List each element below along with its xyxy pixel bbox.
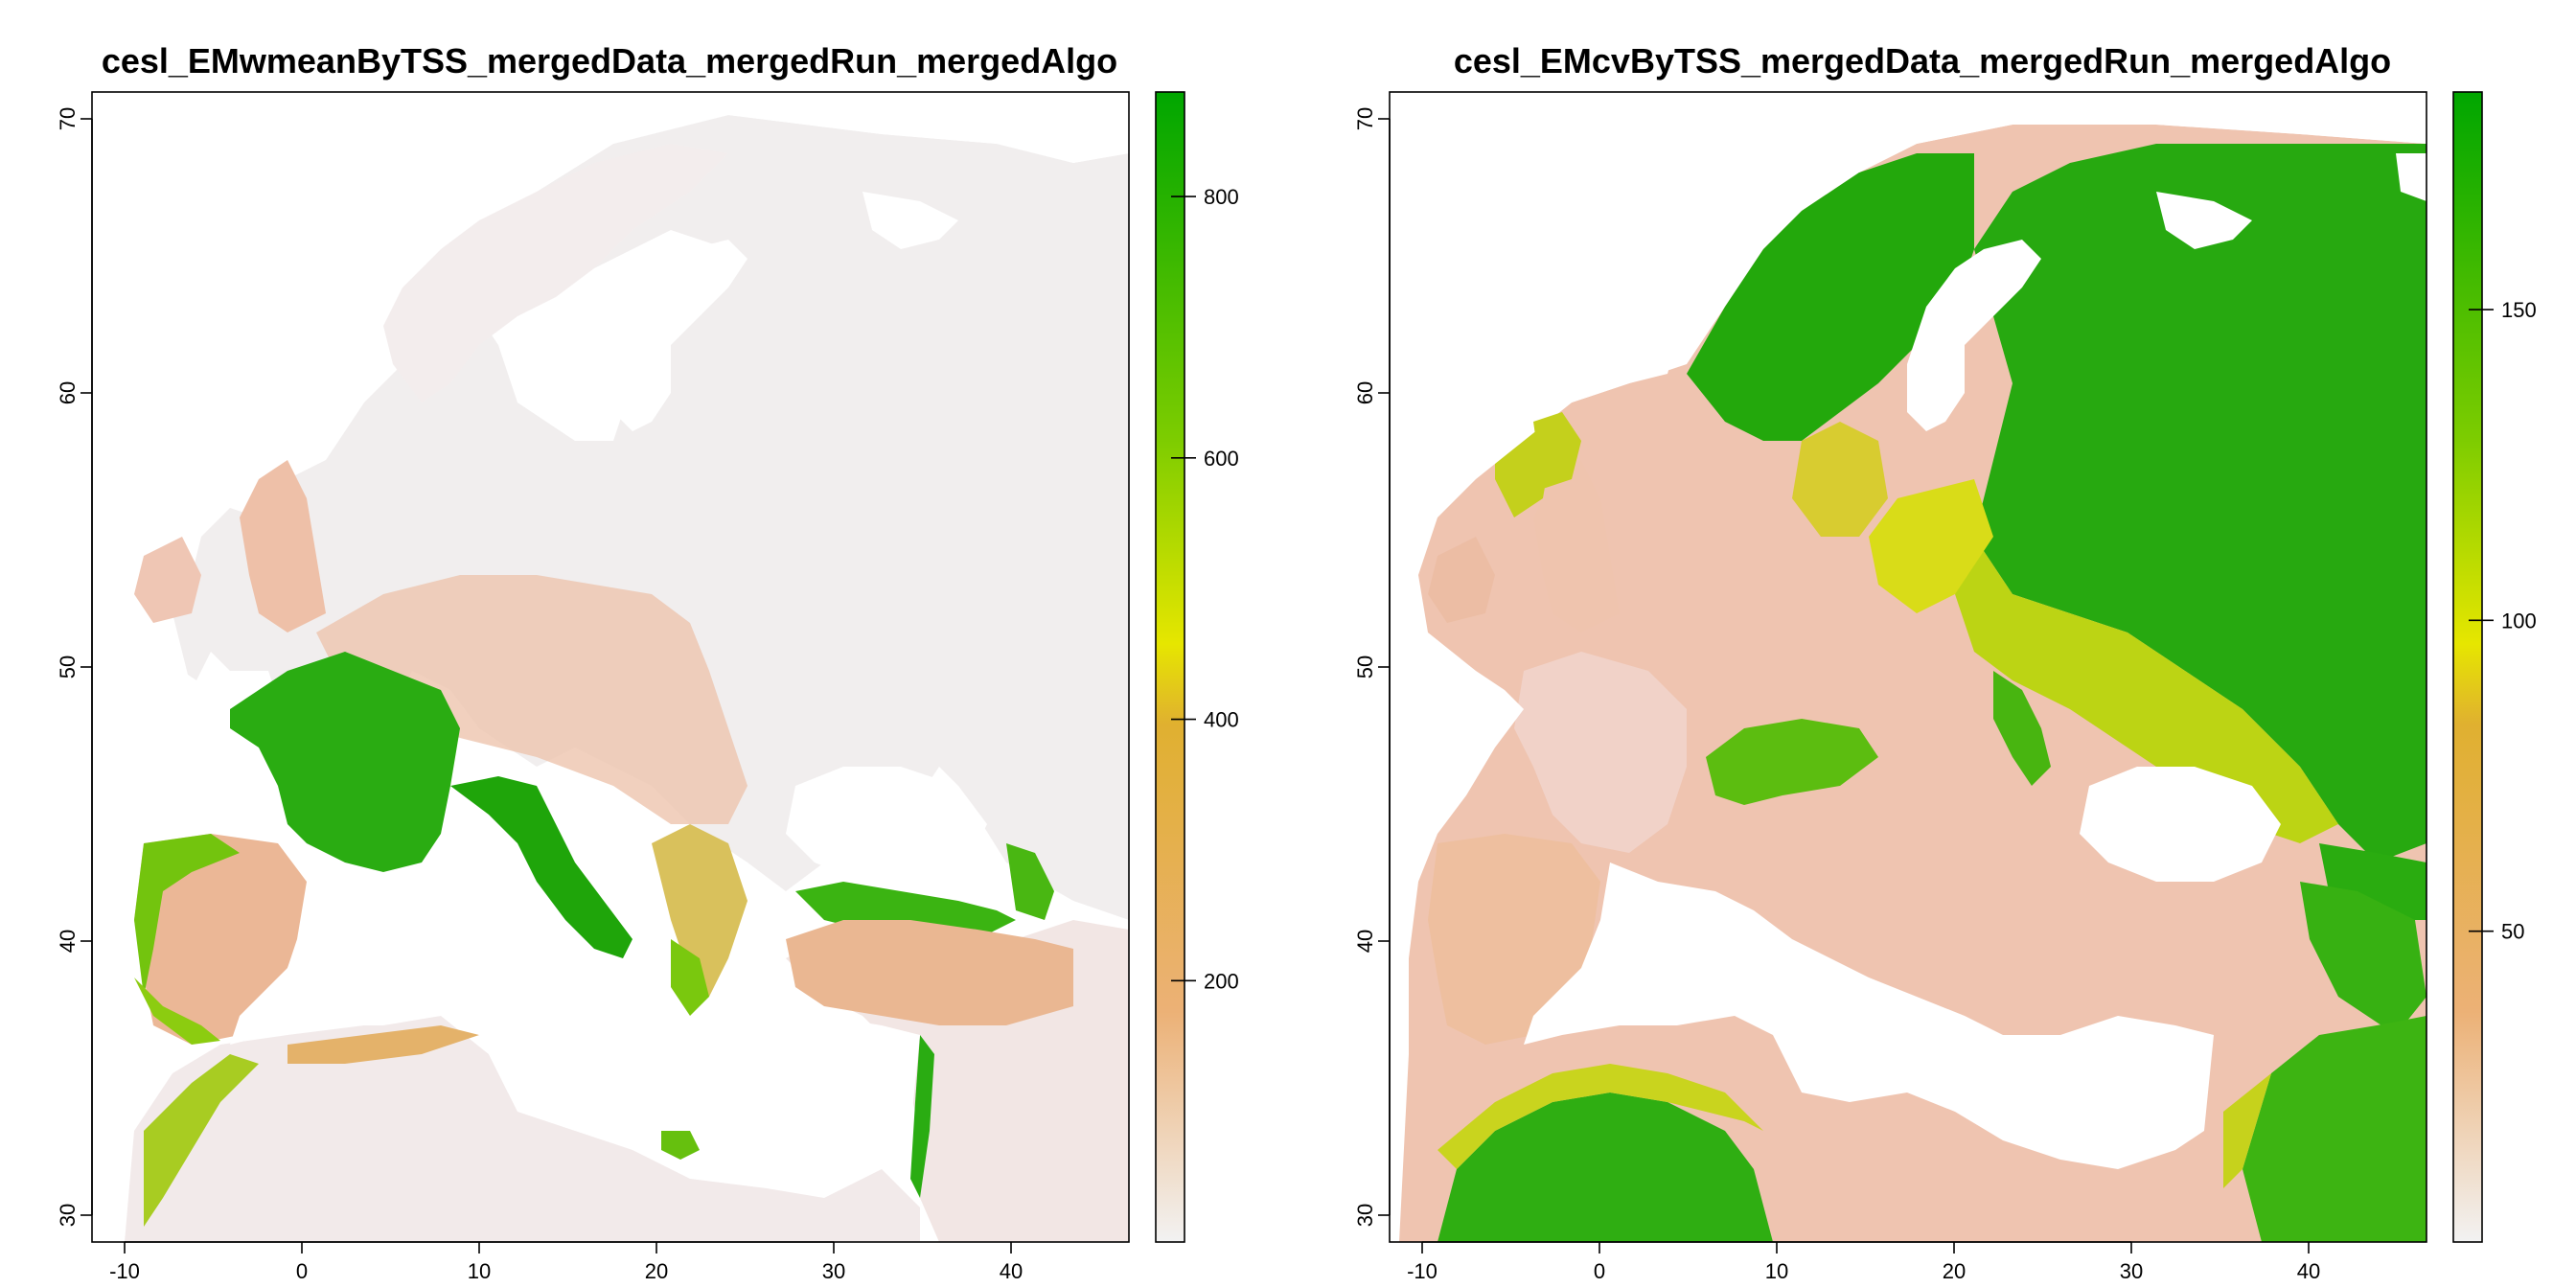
left-map-raster (92, 92, 1129, 1242)
left-y-axis: 30 40 50 60 70 (56, 107, 93, 1227)
right-x-tick-label: 30 (2120, 1259, 2143, 1283)
left-land-mass (172, 115, 1129, 920)
right-map-title: cesl_EMcvByTSS_mergedData_mergedRun_merg… (1454, 41, 2391, 80)
right-y-tick-label: 70 (1353, 107, 1377, 130)
legend-tick-label: 800 (1204, 185, 1239, 209)
right-baltic-sea (1907, 240, 2041, 431)
left-x-tick-label: 30 (822, 1259, 845, 1283)
legend-tick-label: 200 (1204, 969, 1239, 993)
left-x-tick-label: 0 (296, 1259, 308, 1283)
right-y-axis: 30 40 50 60 70 (1353, 107, 1391, 1227)
left-map-panel: cesl_EMwmeanByTSS_mergedData_mergedRun_m… (56, 41, 1239, 1283)
right-high-variability (1974, 144, 2426, 862)
left-y-tick-label: 70 (56, 107, 80, 130)
right-map-panel: cesl_EMcvByTSS_mergedData_mergedRun_merg… (1353, 41, 2537, 1283)
left-x-tick-label: 10 (468, 1259, 491, 1283)
left-y-tick-label: 50 (56, 656, 80, 678)
right-y-tick-label: 50 (1353, 656, 1377, 678)
right-black-sea (2080, 767, 2281, 882)
left-x-tick-label: 40 (1000, 1259, 1023, 1283)
left-x-axis: -10 0 10 20 30 40 (109, 1241, 1023, 1283)
left-mediterranean-sea (230, 862, 920, 1169)
right-x-tick-label: -10 (1407, 1259, 1438, 1283)
right-color-legend: 50 100 150 (2452, 91, 2537, 1243)
left-x-tick-label: 20 (645, 1259, 668, 1283)
right-x-tick-label: 10 (1765, 1259, 1788, 1283)
legend-tick-label: 50 (2501, 920, 2524, 944)
legend-tick-label: 150 (2501, 298, 2537, 322)
right-y-tick-label: 60 (1353, 381, 1377, 404)
legend-tick-label: 100 (2501, 609, 2537, 632)
left-high-suitability (230, 652, 460, 872)
left-y-tick-label: 30 (56, 1204, 80, 1227)
left-x-tick-label: -10 (109, 1259, 140, 1283)
left-map-title: cesl_EMwmeanByTSS_mergedData_mergedRun_m… (102, 41, 1117, 80)
left-color-legend: 200 400 600 800 (1155, 91, 1239, 1243)
right-x-tick-label: 20 (1943, 1259, 1966, 1283)
left-y-tick-label: 60 (56, 381, 80, 404)
right-x-tick-label: 0 (1594, 1259, 1605, 1283)
legend-tick-label: 600 (1204, 447, 1239, 471)
left-black-sea (786, 767, 987, 882)
left-baltic-sea (613, 240, 748, 431)
right-y-tick-label: 40 (1353, 930, 1377, 953)
right-x-tick-label: 40 (2297, 1259, 2320, 1283)
right-map-raster (1390, 92, 2426, 1242)
left-y-tick-label: 40 (56, 930, 80, 953)
right-x-axis: -10 0 10 20 30 40 (1407, 1241, 2320, 1283)
legend-tick-label: 400 (1204, 708, 1239, 732)
right-y-tick-label: 30 (1353, 1204, 1377, 1227)
right-mediterranean-sea (1524, 862, 2214, 1169)
